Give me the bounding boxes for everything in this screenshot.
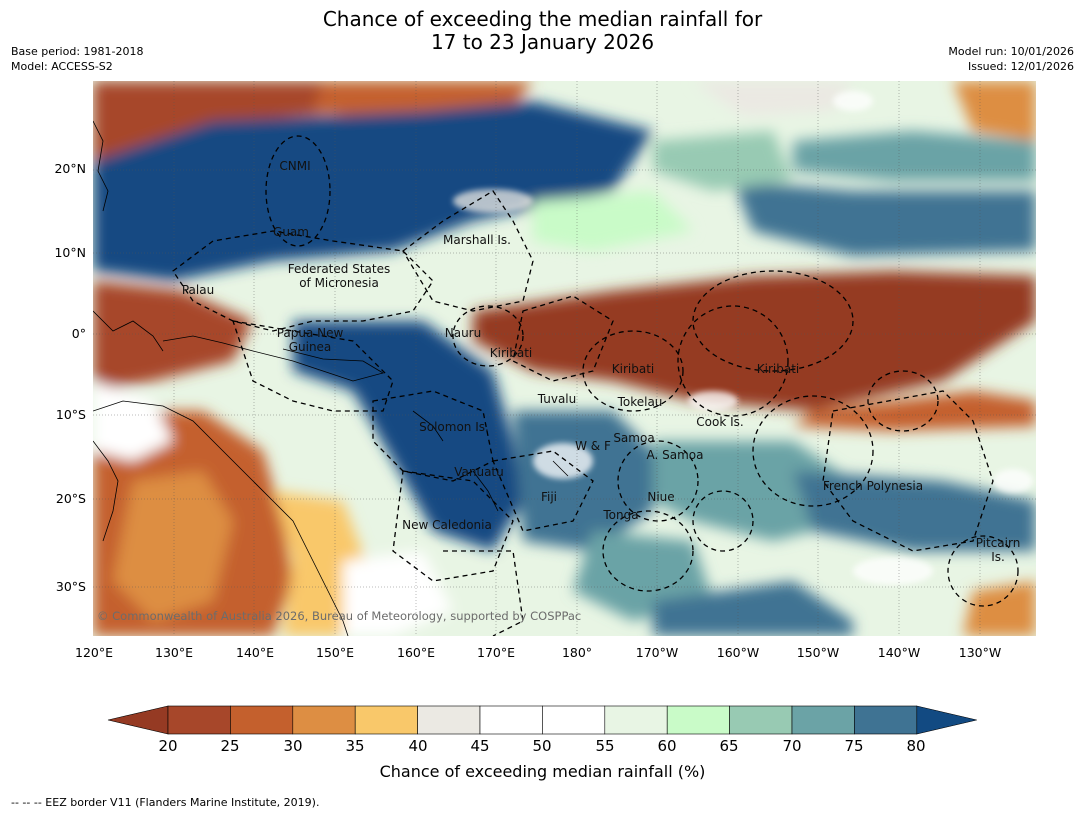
label-fiji: Fiji — [541, 490, 557, 504]
rainfall-field — [93, 81, 1036, 636]
lon-tick-130w: 130°W — [958, 645, 1002, 660]
colorbar-segment — [479, 705, 543, 735]
colorbar-under-arrow — [107, 705, 169, 735]
colorbar-segment — [791, 705, 855, 735]
cb-tick-45: 45 — [470, 737, 490, 755]
cb-tick-80: 80 — [906, 737, 926, 755]
lon-tick-160w: 160°W — [716, 645, 760, 660]
cb-tick-50: 50 — [532, 737, 552, 755]
lon-tick-170e: 170°E — [476, 645, 516, 660]
eez-footnote: -- -- -- EEZ border V11 (Flanders Marine… — [11, 796, 320, 809]
colorbar-segment — [604, 705, 668, 735]
label-png-1: Papua New — [277, 326, 344, 340]
label-tuvalu: Tuvalu — [537, 392, 577, 406]
cb-tick-20: 20 — [158, 737, 178, 755]
model-name: Model: ACCESS-S2 — [11, 60, 113, 73]
lon-tick-160e: 160°E — [396, 645, 436, 660]
title-line-1: Chance of exceeding the median rainfall … — [322, 7, 763, 31]
title-line-2: 17 to 23 January 2026 — [430, 30, 655, 54]
lon-tick-150w: 150°W — [796, 645, 840, 660]
colorbar-over-arrow — [916, 705, 977, 735]
label-wf: W & F — [575, 439, 611, 453]
colorbar-segment — [666, 705, 730, 735]
cb-tick-55: 55 — [595, 737, 615, 755]
label-samoa: Samoa — [613, 431, 654, 445]
lon-tick-180: 180° — [561, 645, 593, 660]
label-fsm-1: Federated States — [288, 262, 390, 276]
lon-tick-150e: 150°E — [315, 645, 355, 660]
colorbar — [107, 705, 977, 735]
cb-tick-70: 70 — [782, 737, 802, 755]
cb-tick-75: 75 — [844, 737, 864, 755]
meta-right: Model run: 10/01/2026 Issued: 12/01/2026 — [948, 44, 1074, 74]
label-cnmi: CNMI — [279, 159, 310, 173]
label-tokelau: Tokelau — [617, 395, 663, 409]
lat-tick-20n: 20°N — [54, 161, 86, 176]
lat-tick-20s: 20°S — [55, 491, 86, 506]
base-period: Base period: 1981-2018 — [11, 45, 144, 58]
colorbar-segment — [542, 705, 606, 735]
label-new-caledonia: New Caledonia — [402, 518, 492, 532]
eez-borders — [172, 135, 1019, 636]
cb-tick-65: 65 — [719, 737, 739, 755]
label-fsm-2: of Micronesia — [299, 276, 379, 290]
issued-date: Issued: 12/01/2026 — [967, 60, 1074, 73]
graticule — [93, 81, 1036, 636]
colorbar-segment — [167, 705, 231, 735]
label-pitcairn-1: Pitcairn — [976, 536, 1021, 550]
lat-tick-10s: 10°S — [55, 407, 86, 422]
lon-tick-120e: 120°E — [74, 645, 114, 660]
lat-tick-30s: 30°S — [55, 579, 86, 594]
label-palau: Palau — [182, 283, 214, 297]
label-kiribati-central: Kiribati — [612, 362, 654, 376]
lon-tick-140w: 140°W — [877, 645, 921, 660]
lat-tick-0: 0° — [71, 326, 86, 341]
label-guam: Guam — [273, 225, 309, 239]
colorbar-segment — [417, 705, 481, 735]
rainfall-map: CNMI Guam Marshall Is. Federated States … — [93, 81, 1036, 636]
colorbar-label: Chance of exceeding median rainfall (%) — [379, 762, 706, 781]
label-tonga: Tonga — [602, 508, 638, 522]
label-niue: Niue — [647, 490, 674, 504]
colorbar-segment — [854, 705, 918, 735]
label-french-polynesia: French Polynesia — [823, 479, 923, 493]
coastlines — [93, 120, 569, 636]
lon-tick-170w: 170°W — [635, 645, 679, 660]
chart-title: Chance of exceeding the median rainfall … — [0, 8, 1085, 54]
cb-tick-30: 30 — [283, 737, 303, 755]
label-marshall: Marshall Is. — [443, 233, 511, 247]
label-kiribati-west: Kiribati — [490, 346, 532, 360]
label-pitcairn-2: Is. — [991, 550, 1005, 564]
cb-tick-60: 60 — [657, 737, 677, 755]
cb-tick-40: 40 — [408, 737, 428, 755]
colorbar-segment — [354, 705, 418, 735]
label-png-2: Guinea — [289, 340, 332, 354]
meta-left: Base period: 1981-2018 Model: ACCESS-S2 — [11, 44, 143, 74]
label-vanuatu: Vanuatu — [454, 465, 504, 479]
lon-tick-130e: 130°E — [154, 645, 194, 660]
model-run: Model run: 10/01/2026 — [948, 45, 1074, 58]
cb-tick-35: 35 — [345, 737, 365, 755]
colorbar-segment — [292, 705, 356, 735]
region-labels: CNMI Guam Marshall Is. Federated States … — [182, 159, 1020, 564]
colorbar-segment — [729, 705, 793, 735]
label-nauru: Nauru — [445, 326, 481, 340]
label-cook: Cook Is. — [696, 415, 743, 429]
label-kiribati-east: Kiribati — [757, 362, 799, 376]
label-solomon: Solomon Is. — [419, 420, 489, 434]
rainfall-detail — [453, 91, 1033, 585]
label-american-samoa: A. Samoa — [647, 448, 704, 462]
copyright-notice: © Commonwealth of Australia 2026, Bureau… — [97, 609, 582, 623]
lon-tick-140e: 140°E — [235, 645, 275, 660]
cb-tick-25: 25 — [220, 737, 240, 755]
lat-tick-10n: 10°N — [54, 245, 86, 260]
colorbar-segment — [230, 705, 294, 735]
